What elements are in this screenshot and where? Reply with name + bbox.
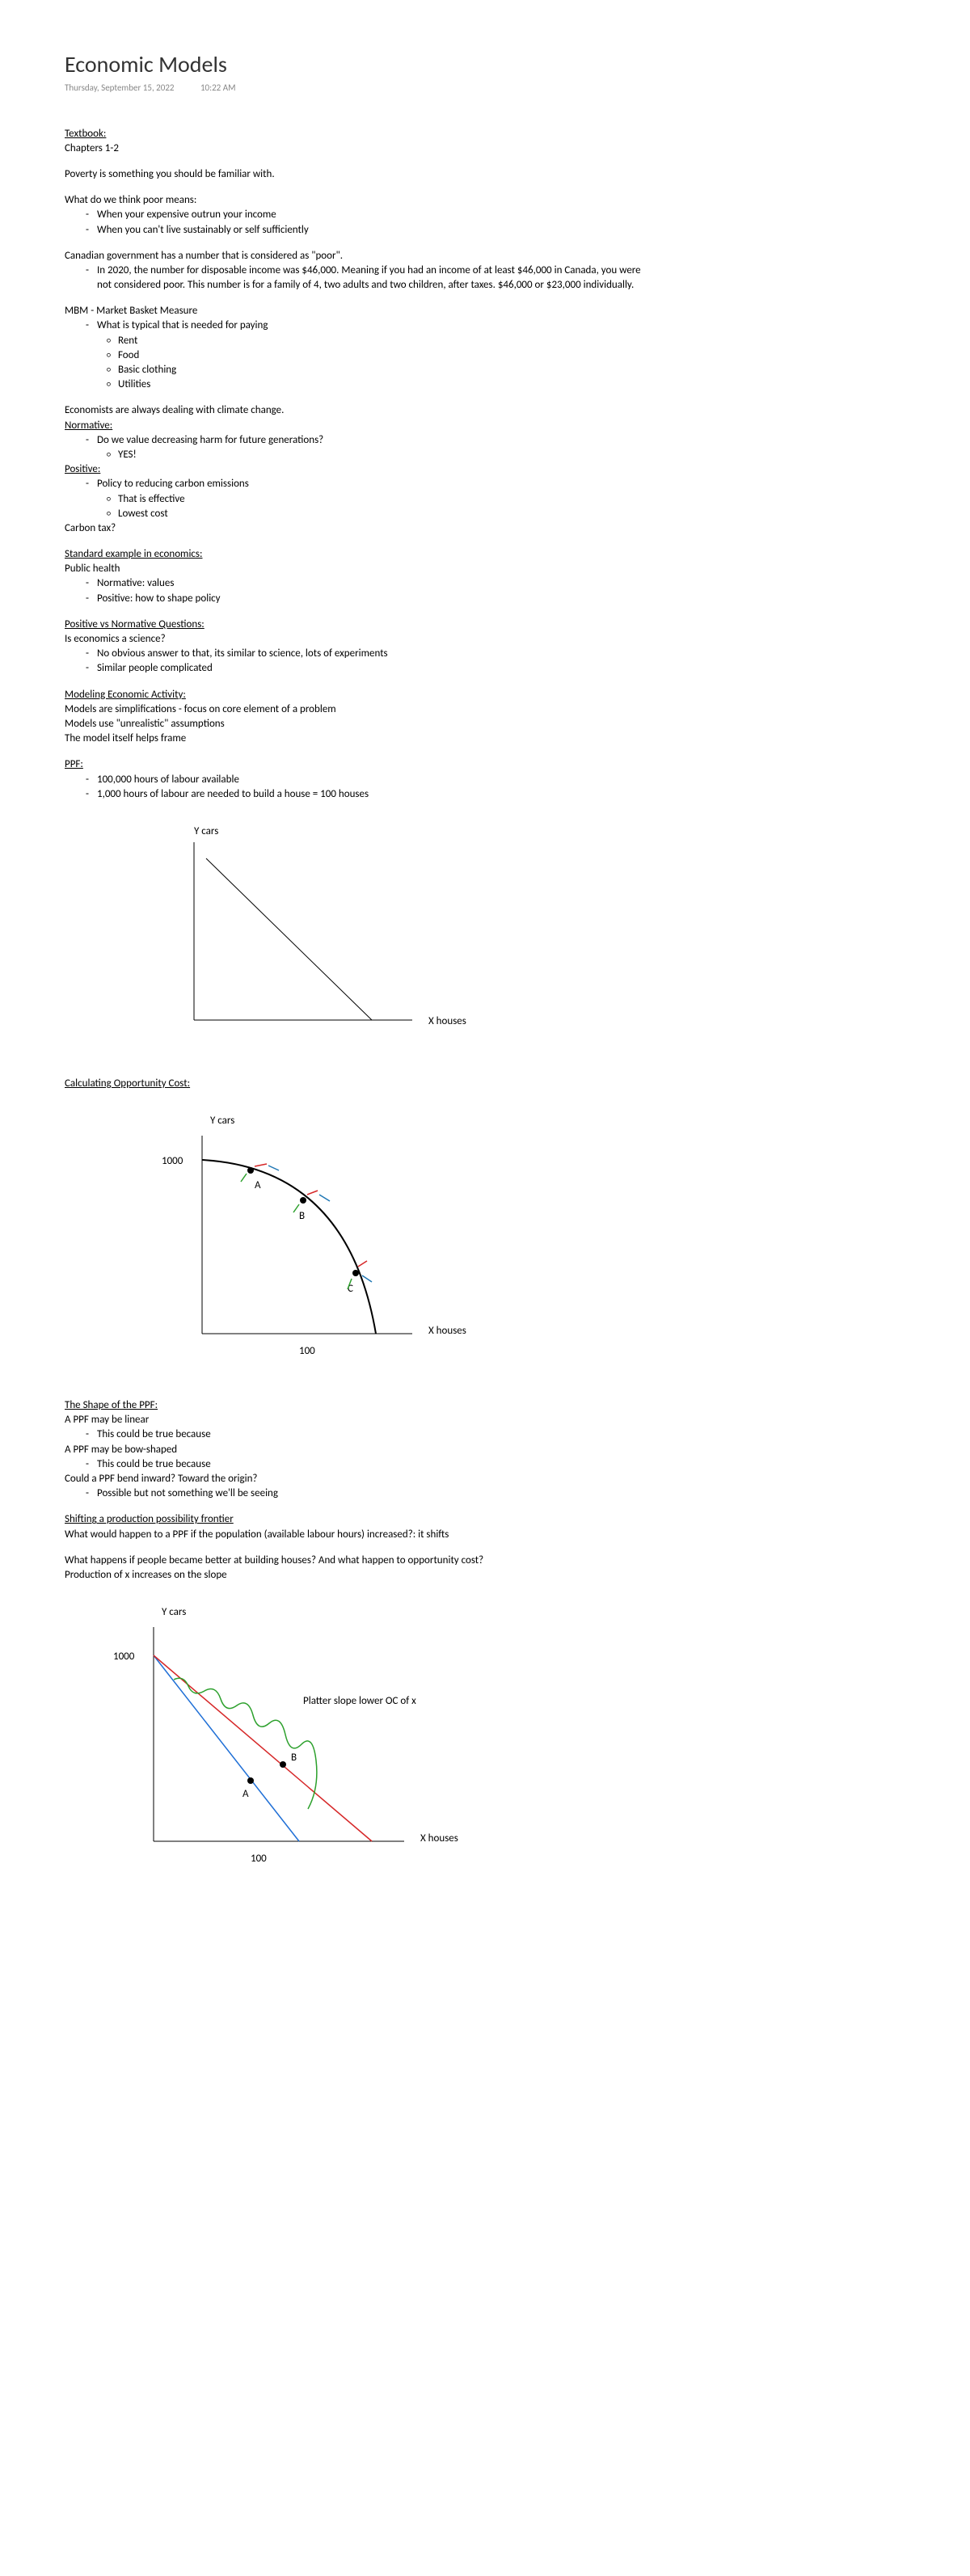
list-item: Normative: values xyxy=(65,576,905,591)
list-item: 100,000 hours of labour available xyxy=(65,773,905,787)
climate-line: Economists are always dealing with clima… xyxy=(65,403,905,418)
ppf-heading: PPF: xyxy=(65,757,905,772)
x-max-label: 100 xyxy=(299,1345,315,1357)
ppf-linear-chart: Y cars X houses xyxy=(146,818,517,1052)
list-item: Possible but not something we'll be seei… xyxy=(65,1486,905,1501)
list-item: Do we value decreasing harm for future g… xyxy=(65,433,905,448)
x-max-label: 100 xyxy=(251,1853,267,1865)
poor-question: What do we think poor means: xyxy=(65,193,905,208)
standard-line: Public health xyxy=(65,562,905,576)
list-item: Basic clothing xyxy=(86,363,905,377)
point-a-dot xyxy=(247,1777,254,1784)
modeling-l2: Models use "unrealistic" assumptions xyxy=(65,717,905,731)
list-item: Rent xyxy=(86,334,905,348)
calc-heading: Calculating Opportunity Cost: xyxy=(65,1077,905,1091)
list-item: This could be true because xyxy=(65,1427,905,1442)
standard-heading: Standard example in economics: xyxy=(65,547,905,562)
positive-heading: Positive: xyxy=(65,462,905,477)
list-item: No obvious answer to that, its similar t… xyxy=(65,647,905,661)
carbon-tax: Carbon tax? xyxy=(65,521,905,536)
shift-l1: What would happen to a PPF if the popula… xyxy=(65,1528,905,1542)
list-item: Food xyxy=(86,348,905,363)
list-item: When you can't live sustainably or self … xyxy=(65,223,905,238)
point-b-dot xyxy=(300,1197,306,1204)
ppf-curve-chart: Y cars 1000 A B C X houses 100 xyxy=(146,1107,517,1374)
list-item: What is typical that is needed for payin… xyxy=(65,318,905,333)
y-max-label: 1000 xyxy=(162,1155,183,1167)
shift-heading: Shifting a production possibility fronti… xyxy=(65,1512,905,1527)
point-b-label: B xyxy=(291,1752,297,1764)
list-item: YES! xyxy=(86,448,905,462)
gov-line: Canadian government has a number that is… xyxy=(65,249,905,264)
y-axis-label: Y cars xyxy=(194,825,218,837)
ppf-curve xyxy=(202,1160,376,1334)
note-time: 10:22 AM xyxy=(200,82,236,93)
shape-heading: The Shape of the PPF: xyxy=(65,1398,905,1413)
point-c-label: C xyxy=(348,1283,353,1295)
y-axis-label: Y cars xyxy=(162,1606,186,1618)
list-item: Positive: how to shape policy xyxy=(65,592,905,606)
list-item: This could be true because xyxy=(65,1457,905,1472)
poverty-intro: Poverty is something you should be famil… xyxy=(65,167,905,182)
page-title: Economic Models xyxy=(65,48,905,80)
modeling-l1: Models are simplifications - focus on co… xyxy=(65,702,905,717)
list-item: Policy to reducing carbon emissions xyxy=(65,477,905,491)
note-date: Thursday, September 15, 2022 xyxy=(65,82,174,93)
modeling-l3: The model itself helps frame xyxy=(65,731,905,746)
list-item: Lowest cost xyxy=(86,507,905,521)
textbook-chapters: Chapters 1-2 xyxy=(65,141,905,156)
mbm-heading: MBM - Market Basket Measure xyxy=(65,304,905,318)
shape-l1: A PPF may be linear xyxy=(65,1413,905,1427)
textbook-heading: Textbook: xyxy=(65,127,905,141)
point-b-label: B xyxy=(299,1210,305,1222)
annotation: Platter slope lower OC of x xyxy=(303,1695,416,1707)
shape-l2: A PPF may be bow-shaped xyxy=(65,1443,905,1457)
x-axis-label: X houses xyxy=(420,1832,458,1845)
point-b-dot xyxy=(280,1761,286,1768)
list-item: When your expensive outrun your income xyxy=(65,208,905,222)
ppf-original xyxy=(154,1655,299,1841)
shape-l3: Could a PPF bend inward? Toward the orig… xyxy=(65,1472,905,1486)
page-meta: Thursday, September 15, 2022 10:22 AM xyxy=(65,82,905,94)
list-item: That is effective xyxy=(86,492,905,507)
list-item: Utilities xyxy=(86,377,905,392)
pvn-line: Is economics a science? xyxy=(65,632,905,647)
modeling-heading: Modeling Economic Activity: xyxy=(65,688,905,702)
ppf-line xyxy=(206,858,372,1020)
x-axis-label: X houses xyxy=(428,1015,466,1027)
ppf-shift-chart: Y cars 1000 A B Platter slope lower OC o… xyxy=(97,1599,517,1882)
y-max-label: 1000 xyxy=(113,1651,135,1663)
point-c-dot xyxy=(352,1270,359,1276)
x-axis-label: X houses xyxy=(428,1325,466,1337)
shift-l3: Production of x increases on the slope xyxy=(65,1568,905,1583)
list-item: In 2020, the number for disposable incom… xyxy=(65,264,647,293)
pvn-heading: Positive vs Normative Questions: xyxy=(65,618,905,632)
shift-l2: What happens if people became better at … xyxy=(65,1554,905,1568)
point-a-label: A xyxy=(242,1788,249,1800)
list-item: Similar people complicated xyxy=(65,661,905,676)
list-item: 1,000 hours of labour are needed to buil… xyxy=(65,787,905,802)
point-a-dot xyxy=(247,1167,254,1174)
normative-heading: Normative: xyxy=(65,419,905,433)
point-a-label: A xyxy=(255,1179,261,1191)
y-axis-label: Y cars xyxy=(210,1115,234,1127)
